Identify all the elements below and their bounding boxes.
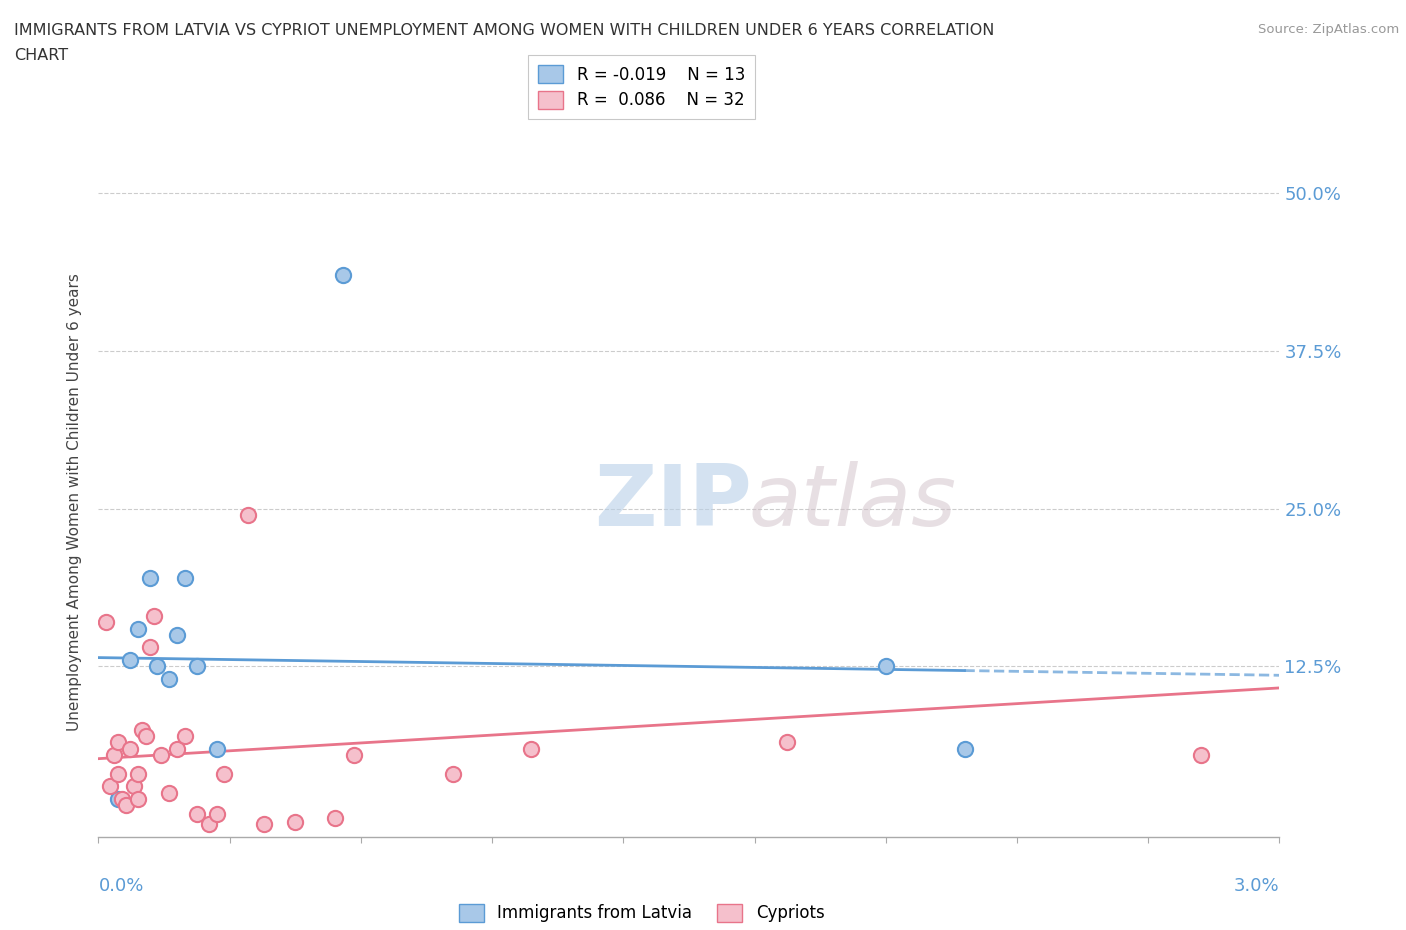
Point (205, 807, 228, 822)
Text: Source: ZipAtlas.com: Source: ZipAtlas.com (1258, 23, 1399, 36)
Point (174, 571, 197, 586)
Point (253, 817, 276, 831)
Point (157, 785, 180, 800)
Point (214, 766, 236, 781)
Point (441, 766, 464, 781)
Point (323, 811, 346, 826)
Point (131, 723, 153, 737)
Point (96, 615, 118, 630)
Point (284, 815, 307, 830)
Point (142, 608, 165, 623)
Text: 0.0%: 0.0% (98, 877, 143, 896)
Point (103, 748, 125, 763)
Point (127, 621, 149, 636)
Point (953, 741, 976, 756)
Point (343, 748, 366, 763)
Point (236, 508, 259, 523)
Point (127, 766, 149, 781)
Point (776, 735, 799, 750)
Point (875, 659, 897, 674)
Point (122, 779, 145, 794)
Text: ZIP: ZIP (595, 460, 752, 544)
Point (146, 659, 169, 674)
Point (1189, 748, 1212, 763)
Point (111, 791, 134, 806)
Point (98, 779, 121, 794)
Point (118, 653, 141, 668)
Text: IMMIGRANTS FROM LATVIA VS CYPRIOT UNEMPLOYMENT AMONG WOMEN WITH CHILDREN UNDER 6: IMMIGRANTS FROM LATVIA VS CYPRIOT UNEMPL… (14, 23, 994, 38)
Y-axis label: Unemployment Among Women with Children Under 6 years: Unemployment Among Women with Children U… (67, 273, 83, 731)
Point (107, 766, 129, 781)
Point (150, 748, 173, 763)
Point (107, 791, 129, 806)
Point (138, 640, 160, 655)
Point (205, 741, 228, 756)
Text: atlas: atlas (748, 460, 956, 544)
Point (157, 671, 180, 686)
Text: CHART: CHART (14, 48, 67, 63)
Point (166, 741, 188, 756)
Point (166, 628, 188, 643)
Point (197, 817, 219, 831)
Point (138, 571, 160, 586)
Point (332, 267, 354, 282)
Point (107, 735, 129, 750)
Point (186, 659, 208, 674)
Point (520, 741, 543, 756)
Point (135, 728, 157, 743)
Point (127, 791, 149, 806)
Legend: Immigrants from Latvia, Cypriots: Immigrants from Latvia, Cypriots (453, 897, 831, 929)
Point (186, 807, 208, 822)
Point (115, 798, 138, 813)
Point (174, 728, 197, 743)
Text: 3.0%: 3.0% (1234, 877, 1279, 896)
Point (118, 741, 141, 756)
